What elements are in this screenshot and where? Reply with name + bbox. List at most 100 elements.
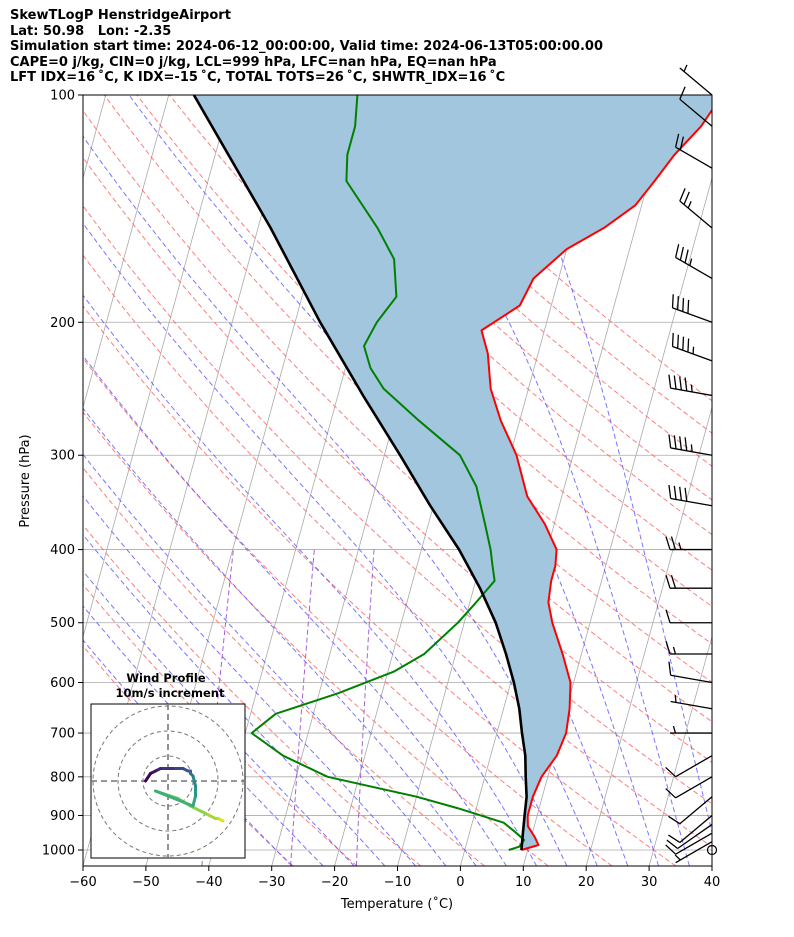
isotherm-line [711, 864, 712, 866]
barb-flag [682, 298, 685, 312]
x-tick-label: 0 [456, 875, 464, 890]
isotherm-line [83, 95, 107, 180]
hodograph-segment [191, 774, 197, 788]
inset-plot-area [91, 704, 245, 858]
x-tick-label: −20 [321, 875, 348, 890]
hodograph-segment [144, 772, 152, 783]
dewpoint-line [250, 95, 526, 851]
barb-staff [677, 823, 713, 850]
moist-adiabat-line [83, 495, 416, 866]
barb-half-flag [672, 646, 677, 655]
wind-barb [679, 86, 713, 127]
cin-shaded-area [193, 95, 712, 850]
wind-barb [666, 823, 713, 850]
barb-half-flag [689, 258, 693, 266]
wind-barb [671, 294, 713, 323]
moist-adiabat-line [83, 407, 477, 866]
barb-flag [668, 661, 672, 676]
dry-adiabat-line [83, 411, 549, 866]
y-tick-label: 1000 [42, 844, 75, 859]
barb-flag [677, 296, 680, 310]
isotherm-line [83, 95, 232, 639]
barb-half-flag [687, 201, 692, 209]
wind-barb [668, 434, 713, 456]
dry-adiabat-line [83, 204, 712, 805]
dry-adiabat-line [83, 645, 294, 866]
moist-adiabat-line [83, 222, 568, 866]
barb-staff [679, 796, 713, 825]
barb-flag [677, 334, 680, 349]
barb-staff [675, 146, 713, 169]
parcel-path-line [192, 95, 528, 851]
dry-adiabat-line [266, 95, 712, 501]
wind-barb [668, 814, 713, 843]
barb-flag [679, 188, 686, 202]
hodograph-segment [191, 794, 197, 808]
mixing-ratio-line [355, 549, 375, 866]
x-tick-label: 10 [515, 875, 532, 890]
moist-adiabat-line [83, 533, 386, 866]
barb-flag [671, 332, 674, 347]
wind-barb [665, 609, 712, 624]
barb-flag [673, 375, 677, 390]
barb-flag [684, 437, 688, 451]
barb-half-flag [690, 384, 693, 393]
barb-flag [668, 484, 672, 499]
x-tick-label: 20 [578, 875, 595, 890]
barb-staff [679, 67, 713, 96]
moist-adiabat-line [83, 570, 355, 866]
moist-adiabat-line [83, 135, 598, 866]
title-location: Lat: 50.98 Lon: -2.35 [10, 23, 172, 39]
y-tick-label: 700 [50, 727, 75, 742]
barb-staff [670, 447, 713, 456]
x-tick-label: −50 [132, 875, 159, 890]
dry-adiabat-line [83, 467, 485, 866]
barb-half-flag [678, 542, 682, 550]
isotherm-line [83, 95, 170, 409]
wind-barb [668, 661, 713, 684]
x-axis-label: Temperature (˚C) [340, 896, 453, 912]
barb-half-flag [674, 695, 677, 703]
barb-flag [665, 574, 671, 589]
barb-flag [674, 133, 680, 148]
barb-half-flag [692, 346, 695, 355]
inset-subtitle: 10m/s increment [116, 686, 225, 700]
barb-flag [668, 374, 672, 389]
title-cape-indices: CAPE=0 j/kg, CIN=0 j/kg, LCL=999 hPa, LF… [10, 54, 497, 70]
barb-flag [679, 246, 685, 261]
wind-barb [665, 755, 713, 778]
y-tick-label: 100 [50, 89, 75, 104]
barb-staff [679, 814, 713, 843]
x-tick-label: 30 [641, 875, 658, 890]
y-tick-label: 300 [50, 449, 75, 464]
barb-flag [679, 486, 683, 501]
temperature-line [480, 108, 712, 851]
hodograph-ring [117, 730, 219, 832]
moist-adiabat-line [492, 95, 712, 835]
barb-staff [672, 307, 713, 323]
hodograph-segment [204, 812, 217, 820]
barb-flag [679, 86, 686, 100]
mixing-ratio-line [290, 549, 315, 866]
barb-flag [684, 377, 688, 392]
wind-barbs [665, 64, 718, 864]
wind-barb [665, 640, 712, 655]
dry-adiabat-line [299, 95, 712, 467]
barb-staff [670, 700, 713, 710]
x-tick-label: −10 [384, 875, 411, 890]
hodograph-segment [154, 789, 195, 808]
isotherm-line [585, 405, 712, 866]
barb-flag [674, 244, 680, 258]
isotherm-line [775, 95, 794, 866]
barb-staff [670, 387, 713, 397]
isotherm-line [648, 635, 712, 866]
wind-barb [665, 832, 713, 855]
x-tick-label: −30 [258, 875, 285, 890]
x-tick-label: −60 [69, 875, 96, 890]
barb-flag [679, 376, 683, 391]
title-stability-indices: LFT IDX=16 ˚C, K IDX=-15 ˚C, TOTAL TOTS=… [10, 70, 506, 85]
barb-flag [671, 294, 674, 308]
barb-staff [670, 497, 713, 507]
barb-half-flag [672, 725, 677, 734]
